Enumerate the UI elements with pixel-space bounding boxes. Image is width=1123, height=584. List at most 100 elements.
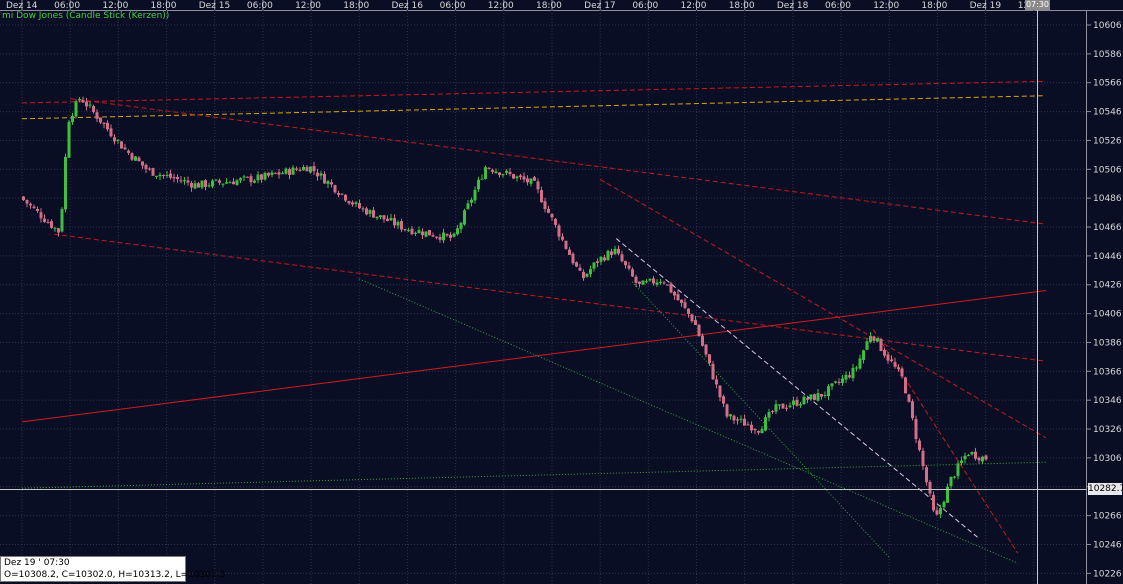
- x-tick-label: Dez 16: [391, 1, 423, 11]
- candle-body: [393, 218, 396, 226]
- candle-body: [232, 181, 235, 185]
- candle-body: [344, 194, 347, 201]
- candle-body: [39, 212, 43, 219]
- candle-body: [330, 182, 333, 185]
- candle-body: [886, 354, 890, 361]
- candle-body: [207, 185, 211, 187]
- candle-body: [592, 262, 596, 269]
- candle-body: [687, 308, 690, 314]
- candle-body: [697, 324, 701, 337]
- candle-body: [302, 167, 305, 171]
- candle-body: [228, 182, 232, 184]
- candle-body: [820, 393, 823, 397]
- y-tick-label: 10226: [1093, 569, 1122, 579]
- candle-body: [428, 229, 431, 236]
- candle-body: [683, 302, 687, 308]
- candle-body: [473, 190, 477, 201]
- candle-body: [694, 320, 697, 326]
- candle-body: [564, 240, 568, 249]
- ohlc-info-box: Dez 19 ' 07:30 O=10308.2, C=10302.0, H=1…: [0, 556, 225, 582]
- candle-body: [970, 452, 974, 455]
- candle-body: [221, 183, 225, 185]
- candle-body: [365, 208, 368, 215]
- candle-body: [477, 179, 480, 190]
- candle-body: [155, 175, 158, 177]
- candle-body: [354, 202, 358, 204]
- candle-body: [715, 379, 718, 385]
- candle-body: [253, 180, 256, 183]
- instrument-title: mi Dow Jones (Candle Stick (Kerzen)): [2, 11, 170, 21]
- candle-body: [491, 169, 494, 172]
- candle-body: [361, 208, 365, 210]
- candle-body: [274, 172, 277, 174]
- candle-body: [57, 228, 60, 233]
- trend-line: [599, 178, 1047, 439]
- candle-body: [127, 150, 130, 153]
- candle-body: [242, 176, 246, 178]
- candle-body: [256, 174, 260, 181]
- candle-body: [813, 394, 816, 400]
- candle-body: [246, 176, 249, 178]
- candle-body: [410, 228, 414, 235]
- y-tick-label: 10486: [1093, 194, 1122, 204]
- candle-body: [746, 424, 750, 426]
- candle-body: [211, 180, 214, 187]
- x-tick-label: Dez 19: [970, 1, 1002, 11]
- candle-body: [81, 99, 85, 103]
- candle-body: [613, 248, 617, 255]
- candle-body: [533, 177, 536, 181]
- candle-body: [900, 368, 904, 377]
- candle-body: [984, 455, 988, 460]
- candle-body: [452, 233, 456, 237]
- candle-body: [295, 168, 298, 170]
- candle-body: [536, 181, 540, 190]
- x-tick-label: 12:00: [488, 1, 514, 11]
- candle-body: [610, 251, 613, 255]
- candle-body: [778, 404, 781, 406]
- candle-body: [676, 294, 680, 301]
- candle-body: [501, 174, 505, 176]
- candle-body: [137, 157, 141, 162]
- x-tick-label: 06:00: [440, 1, 466, 11]
- candle-body: [981, 456, 984, 462]
- y-tick-label: 10366: [1093, 367, 1122, 377]
- candle-body: [620, 254, 624, 262]
- candle-body: [431, 235, 435, 237]
- candle-body: [92, 106, 95, 112]
- candle-body: [515, 176, 519, 179]
- candle-body: [617, 248, 620, 254]
- candle-body: [711, 363, 715, 380]
- x-tick-label: 06:00: [247, 1, 273, 11]
- candle-body: [389, 217, 393, 221]
- candle-body: [732, 415, 736, 421]
- candle-body: [71, 115, 74, 123]
- candle-body: [953, 476, 956, 478]
- candle-body: [662, 282, 666, 284]
- candle-body: [382, 215, 386, 220]
- candle-body: [284, 168, 288, 174]
- candle-body: [22, 196, 25, 200]
- candle-body: [417, 230, 421, 234]
- x-tick-label: 18:00: [343, 1, 369, 11]
- candle-body: [736, 419, 739, 421]
- candle-body: [435, 236, 438, 238]
- candle-body: [764, 417, 767, 431]
- candle-body: [540, 190, 543, 203]
- candle-body: [43, 218, 46, 223]
- candle-body: [547, 208, 550, 213]
- candle-body: [424, 231, 428, 237]
- candle-body: [67, 121, 71, 158]
- candle-body: [99, 117, 102, 123]
- x-tick-label: 06:00: [825, 1, 851, 11]
- candle-body: [53, 227, 57, 229]
- y-tick-label: 10406: [1093, 310, 1122, 320]
- candle-body: [197, 183, 200, 188]
- y-tick-label: 10446: [1093, 252, 1122, 262]
- candle-body: [498, 172, 501, 176]
- candle-body: [977, 457, 981, 461]
- candle-body: [358, 203, 361, 209]
- candle-body: [204, 180, 207, 187]
- candle-body: [750, 424, 753, 431]
- candle-body: [379, 215, 382, 218]
